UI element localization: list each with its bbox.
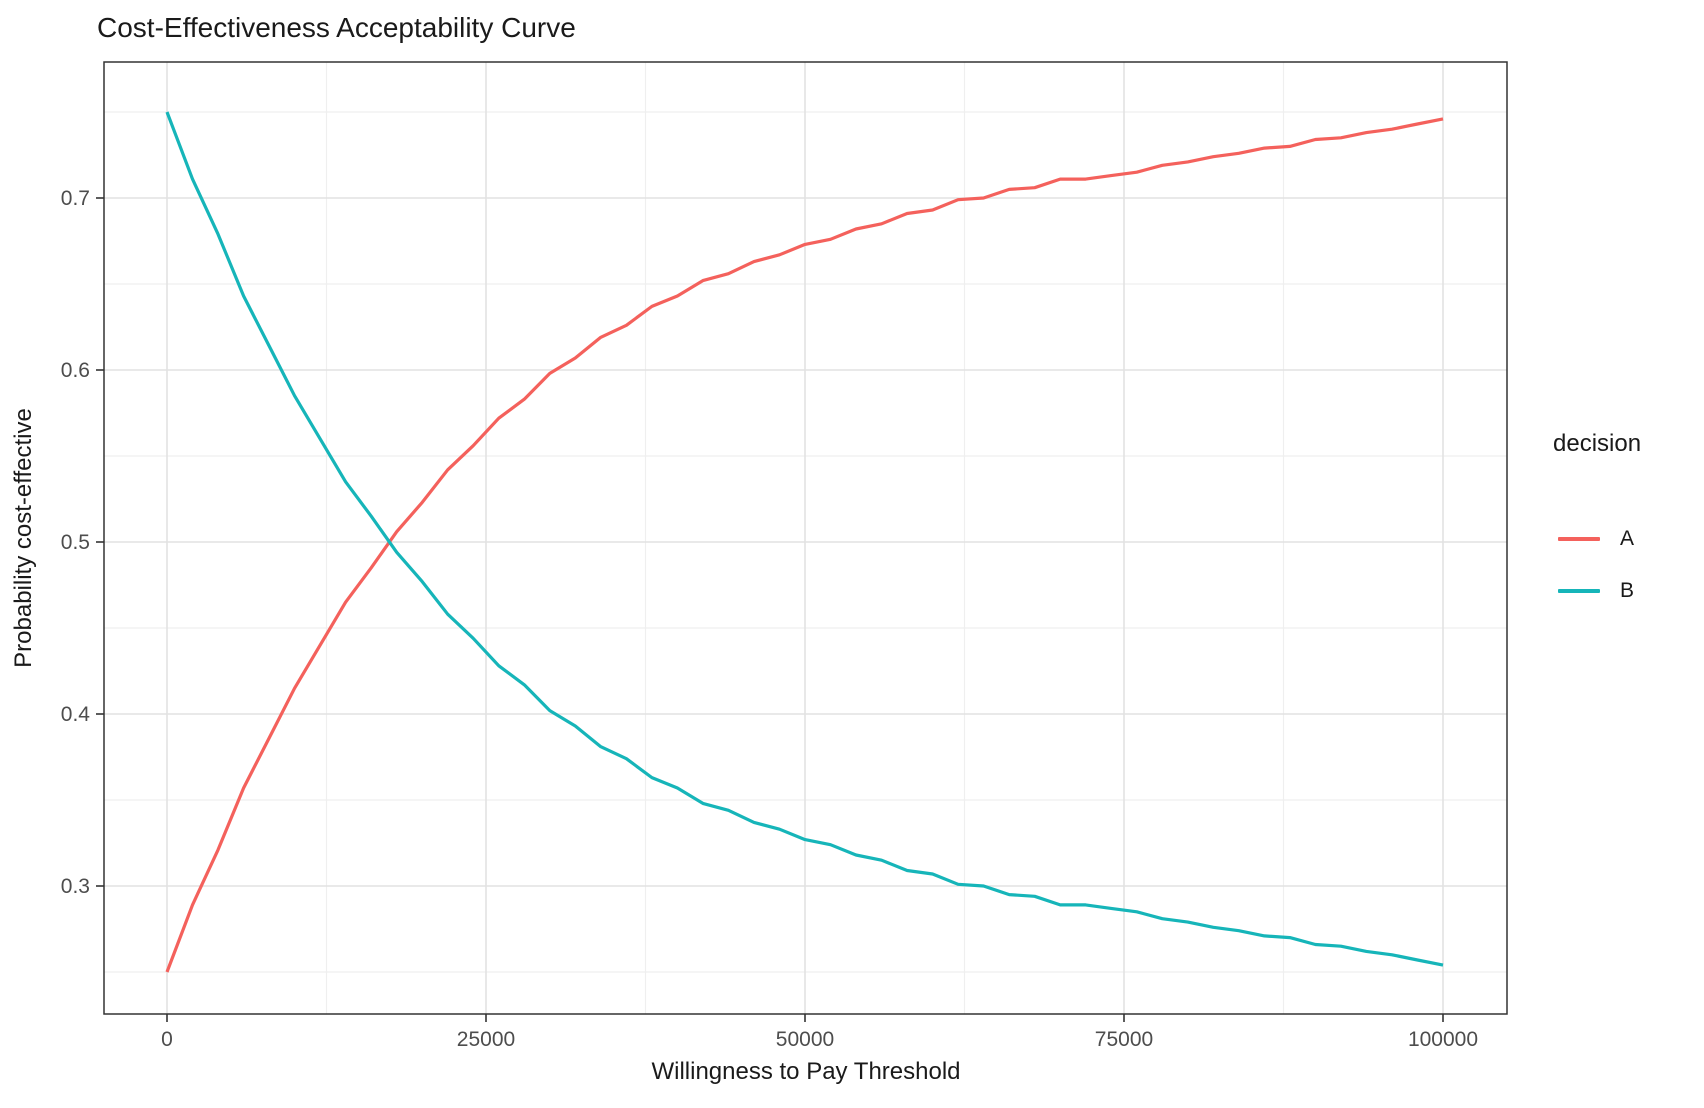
x-tick-label: 0	[161, 1028, 173, 1051]
x-tick-label: 75000	[1095, 1028, 1153, 1051]
y-tick-label: 0.6	[61, 359, 90, 382]
x-tick-label: 50000	[776, 1028, 834, 1051]
y-tick-label: 0.3	[61, 875, 90, 898]
series-a-key-line	[1558, 537, 1600, 541]
series-b-key-line	[1558, 589, 1600, 593]
legend-key-line-a	[1558, 524, 1600, 554]
legend-title: decision	[1553, 430, 1642, 457]
x-tick-label: 25000	[457, 1028, 515, 1051]
chart-title: Cost-Effectiveness Acceptability Curve	[97, 12, 576, 43]
curve-a	[165, 117, 1444, 973]
legend-label-a: A	[1620, 527, 1635, 550]
legend-key-line-b	[1558, 576, 1600, 606]
legend-entry-a: A	[1558, 524, 1634, 554]
y-tick-label: 0.7	[61, 187, 90, 210]
y-axis-title: Probability cost-effective	[10, 408, 37, 668]
x-axis-title: Willingness to Pay Threshold	[651, 1058, 961, 1085]
legend: decision A B	[1548, 0, 1704, 1108]
curve-b	[165, 111, 1444, 967]
legend-entry-b: B	[1558, 576, 1634, 606]
legend-label-b: B	[1620, 579, 1635, 602]
y-tick-label: 0.5	[61, 531, 90, 554]
y-tick-label: 0.4	[61, 703, 91, 726]
x-tick-label: 100000	[1408, 1028, 1478, 1051]
